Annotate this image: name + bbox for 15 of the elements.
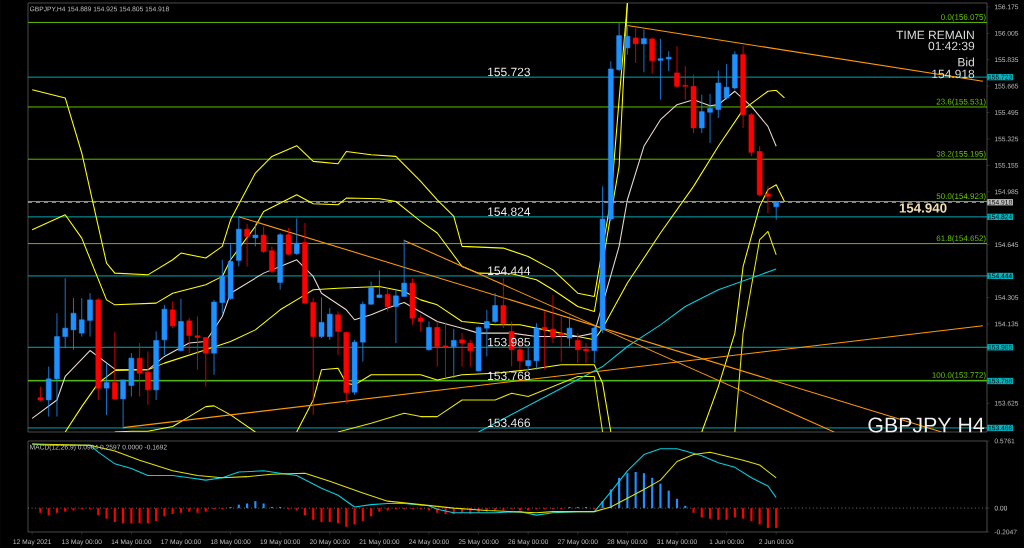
annotation: 38.2(155.195)	[936, 150, 986, 159]
annotation: Bid	[958, 57, 974, 67]
annotation: 01:42:39	[928, 41, 975, 51]
annotation: TIME REMAIN	[896, 30, 974, 40]
annotation: 155.723	[488, 67, 531, 77]
annotation: 100.0(153.772)	[932, 372, 986, 380]
annotation: 154.824	[488, 207, 531, 217]
annotation: 61.8(154.652)	[936, 235, 986, 243]
annotation: 154.918	[932, 69, 975, 79]
annotation: 0.0(156.075)	[941, 14, 986, 22]
annotation: 154.940	[899, 203, 947, 213]
annotation: 153.768	[488, 371, 531, 381]
annotation: 50.0(154.923)	[936, 193, 986, 201]
annotation: 23.6(155.531)	[936, 98, 986, 107]
annotation: 154.444	[488, 266, 531, 276]
